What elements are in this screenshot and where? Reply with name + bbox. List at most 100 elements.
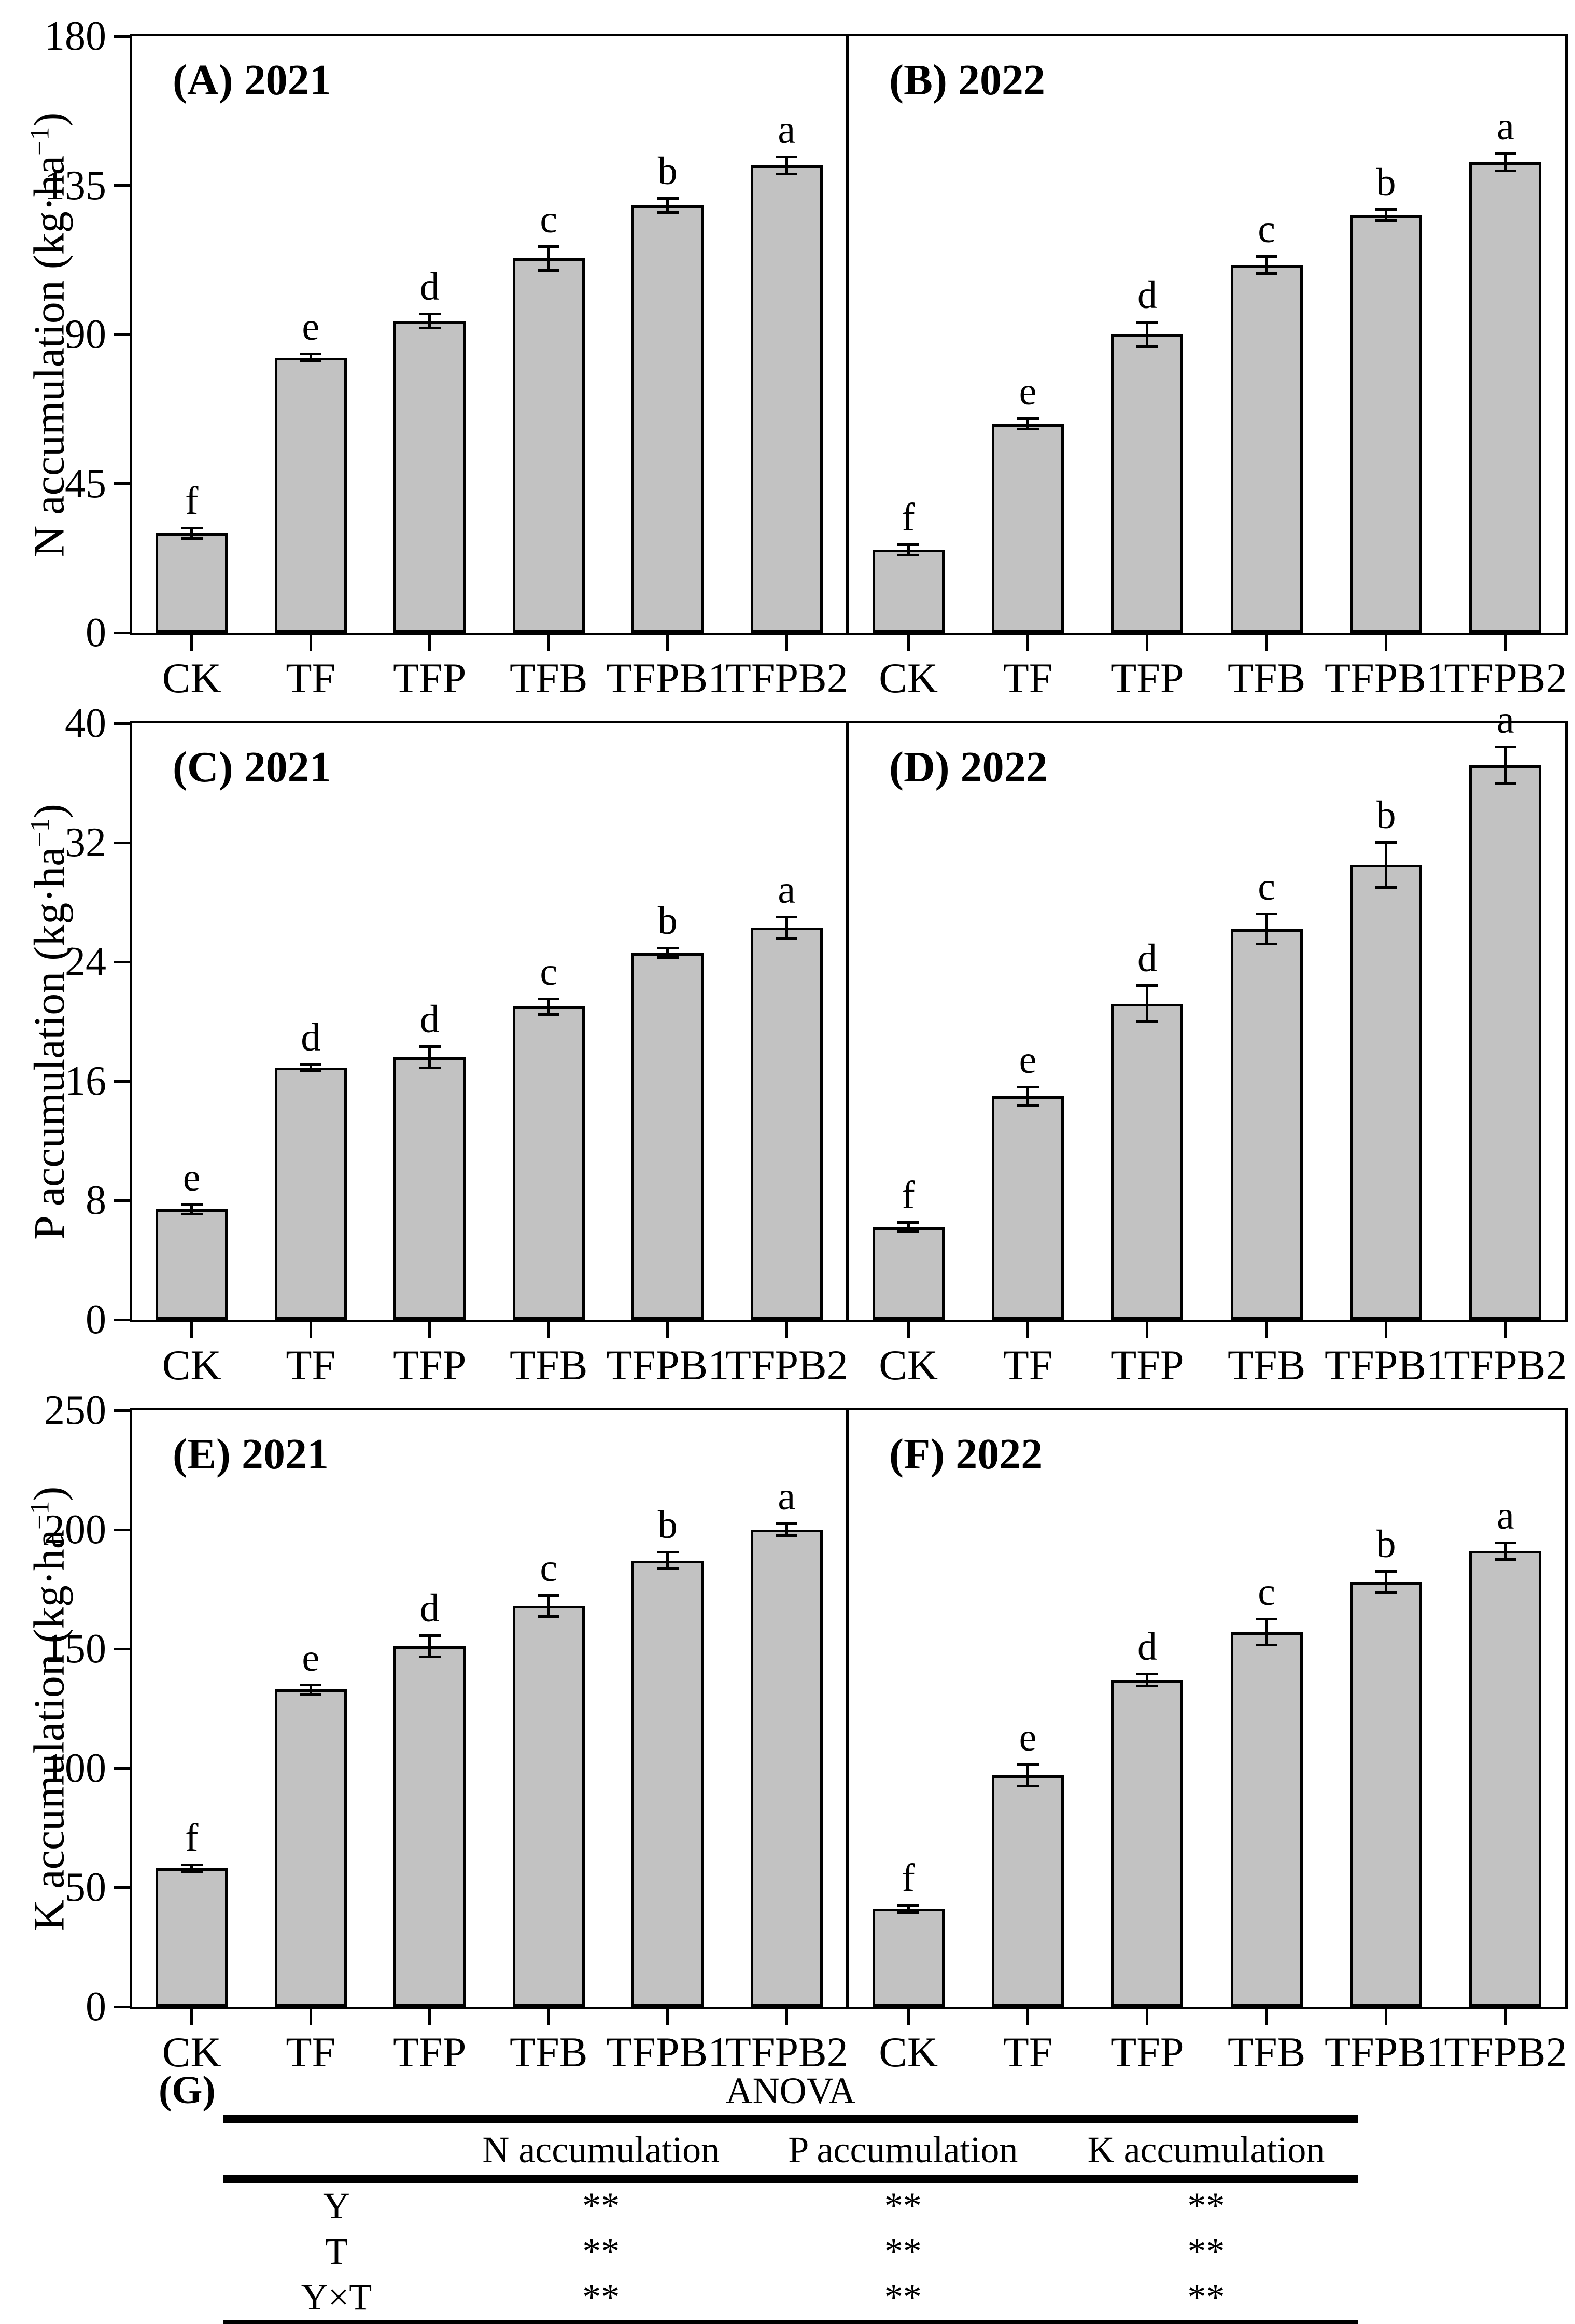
error-bar (1504, 152, 1507, 172)
error-cap-bottom (897, 1230, 920, 1234)
x-tick-label: TFPB2 (725, 1341, 848, 1389)
x-tick (1026, 1322, 1029, 1338)
bar-tfb (512, 258, 585, 633)
sig-letter: a (778, 108, 796, 151)
y-tick (114, 1528, 130, 1531)
x-tick (1385, 635, 1387, 651)
panel-e: (E) 2021 f e d c b a (130, 1408, 849, 2009)
x-tick (1146, 2009, 1149, 2025)
x-tick-label: CK (162, 2028, 221, 2076)
anova-panel-label: (G) (159, 2068, 216, 2112)
error-cap-top (180, 526, 203, 529)
bar-tf (992, 1775, 1064, 2007)
error-bar (1385, 841, 1387, 889)
x-tick (907, 635, 910, 651)
sig-letter: f (902, 1856, 915, 1900)
bar-tfp (1111, 1003, 1184, 1320)
y-tick-label: 0 (86, 1984, 106, 2029)
x-tick-label: TF (1003, 2028, 1053, 2076)
y-tick-label: 200 (44, 1507, 106, 1552)
sig-letter: f (185, 479, 199, 523)
bar-tf (992, 1096, 1064, 1320)
anova-cell: ** (884, 2185, 922, 2227)
error-cap-bottom (656, 211, 679, 214)
sig-letter: d (419, 265, 440, 309)
error-cap-bottom (538, 269, 560, 272)
error-bar (666, 947, 669, 959)
x-tick (309, 1322, 312, 1338)
x-tick (1026, 635, 1029, 651)
anova-title: ANOVA (725, 2070, 856, 2111)
error-cap-top (1494, 746, 1516, 749)
anova-header-k: K accumulation (1087, 2129, 1325, 2171)
x-tick-label: TFPB1 (606, 1341, 729, 1389)
y-tick (114, 1080, 130, 1083)
sig-letter: b (1376, 1522, 1396, 1566)
sig-letter: e (302, 305, 320, 349)
bar-tfp (393, 1646, 466, 2007)
anova-row-t: T ** ** ** (223, 2229, 1358, 2274)
x-tick-label: TF (286, 2028, 336, 2076)
x-tick-label: TF (1003, 654, 1053, 702)
y-tick-label: 45 (65, 460, 106, 507)
anova-cell: ** (1187, 2231, 1225, 2272)
x-tick (666, 2009, 669, 2025)
sig-letter: c (540, 197, 558, 241)
error-cap-bottom (300, 1069, 322, 1072)
panel-title: (C) 2021 (173, 743, 331, 791)
x-tick-label: CK (879, 1341, 938, 1389)
bar-ck (872, 1909, 945, 2007)
y-tick (114, 1647, 130, 1650)
error-bar (1385, 208, 1387, 222)
bar-tf (274, 1689, 347, 2007)
error-cap-bottom (180, 1212, 203, 1215)
error-cap-bottom (538, 1013, 560, 1016)
panel-d: (D) 2022 f e d c b a (849, 700, 1568, 1322)
error-cap-top (180, 1864, 203, 1866)
error-bar (1026, 1763, 1029, 1787)
x-tick-label: TFB (510, 654, 588, 702)
error-bar (428, 1634, 431, 1659)
error-cap-bottom (180, 1870, 203, 1873)
bar-tfpb2 (1469, 1551, 1542, 2007)
error-bar (428, 313, 431, 330)
sig-letter: f (902, 495, 915, 539)
y-tick-label: 250 (44, 1388, 106, 1433)
y-tick (114, 960, 130, 963)
panel-title: (F) 2022 (889, 1430, 1043, 1478)
error-bar (1385, 1570, 1387, 1594)
y-tick (114, 631, 130, 634)
error-cap-bottom (300, 1692, 322, 1696)
error-bar (1146, 984, 1149, 1023)
error-cap-top (300, 1683, 322, 1686)
x-tick (190, 2009, 193, 2025)
error-cap-bottom (1494, 169, 1516, 172)
error-cap-bottom (1136, 1684, 1158, 1687)
sig-letter: c (540, 950, 558, 993)
error-cap-bottom (776, 1534, 798, 1537)
bar-tfp (393, 1057, 466, 1320)
error-cap-top (656, 1551, 679, 1554)
error-cap-top (1494, 1542, 1516, 1544)
anova-row-label: Y×T (301, 2276, 372, 2318)
x-tick-label: CK (162, 1341, 221, 1389)
y-tick-label: 0 (86, 1297, 106, 1342)
anova-header-row: N accumulation P accumulation K accumula… (223, 2123, 1358, 2175)
bar-tf (274, 1068, 347, 1320)
bar-tf (992, 424, 1064, 633)
sig-letter: d (1137, 1625, 1157, 1669)
bar-tfb (1230, 929, 1303, 1320)
error-cap-top (538, 245, 560, 248)
panel-title: (A) 2021 (173, 56, 331, 104)
error-cap-bottom (300, 360, 322, 363)
x-tick (1385, 1322, 1387, 1338)
x-tick-label: TFPB1 (606, 2028, 729, 2076)
sig-letter: e (1019, 369, 1037, 413)
error-bar (309, 353, 312, 363)
x-tick (1026, 2009, 1029, 2025)
anova-row-yxt: Y×T ** ** ** (223, 2274, 1358, 2320)
error-cap-top (1375, 841, 1397, 844)
error-cap-top (1375, 1570, 1397, 1573)
anova-header-n: N accumulation (482, 2129, 720, 2171)
